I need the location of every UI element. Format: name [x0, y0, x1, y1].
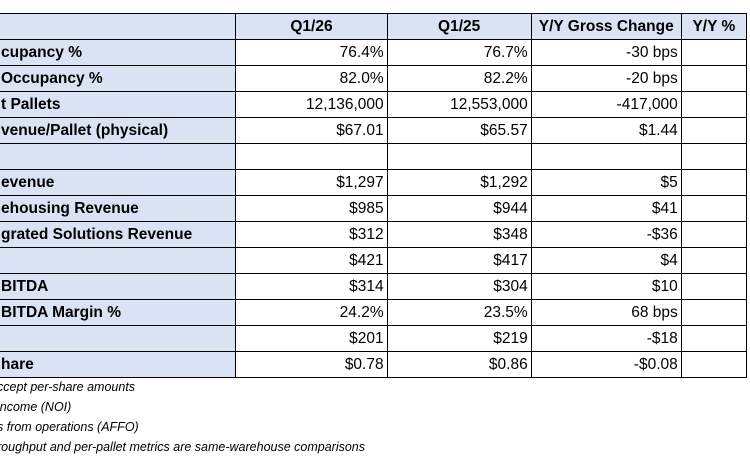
header-cell-yy-gross-change: Y/Y Gross Change	[530, 13, 682, 40]
cell-yy-gross-change: -$36	[530, 221, 682, 248]
table-row: venue/Pallet (physical) $67.01 $65.57 $1.44	[0, 117, 748, 144]
cell-q1-25	[386, 143, 532, 170]
row-label: cupancy %	[0, 39, 237, 66]
cell-yy-percent	[680, 91, 748, 118]
cell-yy-percent	[680, 247, 748, 274]
cell-q1-26: $1,297	[235, 169, 388, 196]
cell-yy-percent	[680, 299, 748, 326]
footnotes: ccept per-share amounts income (NOI) s fro…	[0, 377, 365, 457]
cell-q1-26: $985	[235, 195, 388, 222]
cell-q1-25: 12,553,000	[386, 91, 532, 118]
row-label	[0, 325, 237, 352]
cell-q1-25: $1,292	[386, 169, 532, 196]
cell-q1-25: $944	[386, 195, 532, 222]
cell-q1-26: $67.01	[235, 117, 388, 144]
footnote: ccept per-share amounts	[0, 380, 136, 394]
cell-yy-percent	[680, 143, 748, 170]
cell-yy-percent	[680, 195, 748, 222]
cell-q1-25: $219	[386, 325, 532, 352]
cell-q1-25: 76.7%	[386, 39, 532, 66]
cell-yy-gross-change: -$0.08	[530, 351, 682, 378]
table-row: hare $0.78 $0.86 -$0.08	[0, 351, 748, 378]
table-row: evenue $1,297 $1,292 $5	[0, 169, 748, 196]
table-row: Occupancy % 82.0% 82.2% -20 bps	[0, 65, 748, 92]
header-row: Q1/26 Q1/25 Y/Y Gross Change Y/Y %	[0, 13, 748, 40]
row-label	[0, 143, 237, 170]
cell-yy-gross-change: $1.44	[530, 117, 682, 144]
row-label: hare	[0, 351, 237, 378]
cell-q1-26: $312	[235, 221, 388, 248]
cell-yy-gross-change: -20 bps	[530, 65, 682, 92]
cell-yy-percent	[680, 325, 748, 352]
table-row: grated Solutions Revenue $312 $348 -$36	[0, 221, 748, 248]
header-cell-q1-26: Q1/26	[235, 13, 388, 40]
cell-yy-percent	[680, 117, 748, 144]
footnote: s from operations (AFFO)	[0, 420, 139, 434]
cell-yy-percent	[680, 221, 748, 248]
header-cell-label	[0, 13, 237, 40]
header-cell-q1-25: Q1/25	[386, 13, 532, 40]
table-row: t Pallets 12,136,000 12,553,000 -417,000	[0, 91, 748, 118]
cell-q1-25: $0.86	[386, 351, 532, 378]
cell-yy-gross-change	[530, 143, 682, 170]
cell-q1-25: $417	[386, 247, 532, 274]
cell-q1-25: 82.2%	[386, 65, 532, 92]
footnote: roughput and per-pallet metrics are same…	[0, 440, 366, 454]
table-row: cupancy % 76.4% 76.7% -30 bps	[0, 39, 748, 66]
cell-yy-gross-change: 68 bps	[530, 299, 682, 326]
cell-q1-25: $348	[386, 221, 532, 248]
table-row: $201 $219 -$18	[0, 325, 748, 352]
cell-yy-percent	[680, 169, 748, 196]
cell-q1-26: 82.0%	[235, 65, 388, 92]
row-label: BITDA	[0, 273, 237, 300]
cell-q1-26: 76.4%	[235, 39, 388, 66]
table-row: BITDA $314 $304 $10	[0, 273, 748, 300]
cell-yy-gross-change: $4	[530, 247, 682, 274]
cell-q1-25: $304	[386, 273, 532, 300]
cell-yy-percent	[680, 351, 748, 378]
footnote: income (NOI)	[0, 400, 72, 414]
row-label	[0, 247, 237, 274]
cell-q1-25: $65.57	[386, 117, 532, 144]
row-label: grated Solutions Revenue	[0, 221, 237, 248]
header-cell-yy-percent: Y/Y %	[680, 13, 748, 40]
table-row: $421 $417 $4	[0, 247, 748, 274]
metrics-table: Q1/26 Q1/25 Y/Y Gross Change Y/Y % cupan…	[0, 13, 748, 378]
cell-yy-gross-change: $41	[530, 195, 682, 222]
row-label: Occupancy %	[0, 65, 237, 92]
row-label: BITDA Margin %	[0, 299, 237, 326]
table-row	[0, 143, 748, 170]
cell-q1-26	[235, 143, 388, 170]
row-label: venue/Pallet (physical)	[0, 117, 237, 144]
cell-yy-gross-change: $5	[530, 169, 682, 196]
cell-q1-26: $201	[235, 325, 388, 352]
table-row: BITDA Margin % 24.2% 23.5% 68 bps	[0, 299, 748, 326]
row-label: evenue	[0, 169, 237, 196]
cell-yy-percent	[680, 65, 748, 92]
cell-yy-gross-change: -$18	[530, 325, 682, 352]
cell-yy-gross-change: $10	[530, 273, 682, 300]
cell-yy-percent	[680, 273, 748, 300]
cell-yy-gross-change: -30 bps	[530, 39, 682, 66]
cell-q1-25: 23.5%	[386, 299, 532, 326]
cell-q1-26: 24.2%	[235, 299, 388, 326]
row-label: ehousing Revenue	[0, 195, 237, 222]
cell-q1-26: 12,136,000	[235, 91, 388, 118]
cell-yy-percent	[680, 39, 748, 66]
cell-q1-26: $0.78	[235, 351, 388, 378]
table-row: ehousing Revenue $985 $944 $41	[0, 195, 748, 222]
cell-q1-26: $421	[235, 247, 388, 274]
cell-yy-gross-change: -417,000	[530, 91, 682, 118]
row-label: t Pallets	[0, 91, 237, 118]
cell-q1-26: $314	[235, 273, 388, 300]
